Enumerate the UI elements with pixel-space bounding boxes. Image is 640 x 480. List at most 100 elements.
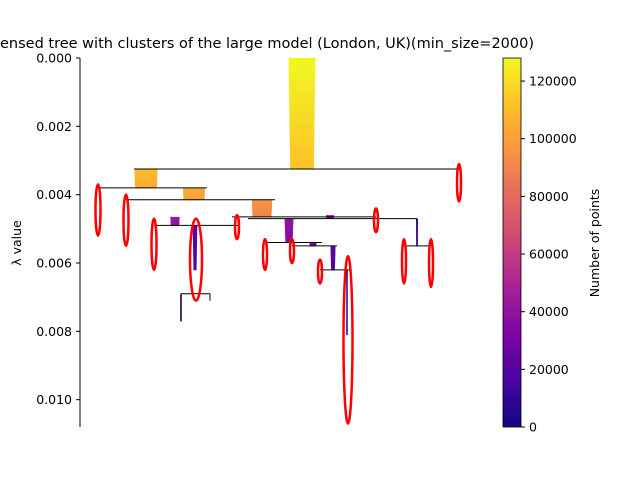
- y-tick-label: 0.000: [36, 51, 72, 66]
- colorbar-ticks: 0 20000 40000 60000 80000 100000 120000: [521, 74, 577, 435]
- tree-bar-10-segment: [346, 328, 348, 336]
- tree-bar-2-segment: [183, 195, 205, 197]
- tree-bar-0-segment: [289, 113, 315, 126]
- tree-bar-2-segment: [183, 191, 205, 194]
- tree-bar-3-segment: [251, 199, 273, 202]
- tree-bar-4-segment: [170, 219, 180, 221]
- tree-bar-4-segment: [170, 217, 180, 219]
- tree-bar-9-segment: [330, 248, 336, 252]
- tree-bar-11-segment: [416, 232, 418, 236]
- tree-bar-6-segment: [284, 220, 294, 224]
- tree-bar-3-segment: [252, 208, 272, 211]
- tree-bar-9-segment: [330, 262, 336, 266]
- tree-bar-5-segment: [193, 265, 197, 271]
- tree-bar-0-segment: [289, 135, 315, 148]
- tree-bar-10-segment: [346, 308, 348, 316]
- tree-bar-3-segment: [252, 211, 272, 214]
- tree-bar-2-segment: [183, 197, 205, 199]
- tree-bar-3-segment: [252, 204, 272, 208]
- tree-bar-11-segment: [416, 221, 418, 225]
- tree-bar-6-segment: [285, 230, 293, 234]
- selected-cluster-ellipse: [427, 237, 435, 289]
- tree-bar-10-segment: [346, 302, 348, 310]
- tree-bar-0-segment: [289, 91, 315, 103]
- tree-bar-6-segment: [284, 223, 294, 227]
- selected-cluster-ellipse: [455, 162, 463, 203]
- tree-bar-6-segment: [285, 240, 293, 243]
- y-tick-label: 0.004: [36, 187, 72, 202]
- tree-bar-4-segment: [170, 222, 180, 225]
- selected-cluster-ellipse: [261, 237, 269, 272]
- colorbar-tick-label: 80000: [529, 189, 569, 204]
- colorbar-tick-label: 100000: [529, 131, 577, 146]
- tree-bar-10-segment: [346, 276, 348, 284]
- tree-bar-1-segment: [134, 180, 158, 183]
- selected-cluster-ellipses: [94, 162, 463, 425]
- selected-cluster-ellipse: [94, 183, 102, 237]
- tree-bar-0-segment: [289, 124, 315, 137]
- tree-bar-2-segment: [183, 190, 205, 192]
- tree-bar-0-segment: [288, 58, 316, 70]
- tree-bar-1-segment: [134, 172, 158, 176]
- selected-cluster-ellipse: [400, 237, 408, 285]
- selected-cluster-ellipse: [316, 258, 324, 285]
- y-tick-label: 0.010: [36, 392, 72, 407]
- selected-cluster-ellipse: [288, 237, 296, 265]
- tree-bar-2-segment: [183, 189, 205, 191]
- tree-bar-4-segment: [170, 220, 180, 222]
- tree-bar-6-segment: [285, 235, 293, 239]
- tree-bar-4-segment: [170, 223, 180, 225]
- tree-bar-10-segment: [346, 321, 348, 329]
- selected-cluster-ellipse: [122, 193, 130, 248]
- tree-bar-1-segment: [134, 178, 158, 181]
- tree-bar-2-segment: [183, 192, 205, 195]
- tree-bar-5-segment: [193, 247, 197, 253]
- selected-cluster-ellipse: [372, 207, 380, 234]
- selected-cluster-ellipse: [342, 254, 354, 425]
- tree-bar-5-segment: [193, 243, 197, 249]
- tree-bar-11-segment: [416, 226, 418, 230]
- selected-cluster-ellipse: [233, 213, 241, 241]
- tree-bar-5-segment: [193, 252, 197, 257]
- chart-title: ensed tree with clusters of the large mo…: [0, 36, 534, 52]
- colorbar-tick-label: 120000: [529, 74, 577, 89]
- tree-bar-11-segment: [416, 243, 418, 247]
- y-tick-label: 0.006: [36, 256, 72, 271]
- tree-bar-11-segment: [416, 237, 418, 241]
- tree-bar-0-segment: [290, 157, 314, 170]
- tree-bar-9-segment: [330, 250, 336, 254]
- tree-bar-11-segment: [416, 229, 418, 233]
- tree-bar-9-segment: [331, 265, 335, 268]
- tree-bar-1-segment: [134, 176, 158, 179]
- tree-bar-2-segment: [183, 193, 205, 196]
- tree-bar-5-segment: [192, 229, 198, 235]
- tree-bar-9-segment: [330, 245, 336, 249]
- tree-bar-0-segment: [289, 102, 315, 114]
- tree-bar-0-segment: [289, 146, 315, 159]
- tree-bar-10-segment: [346, 289, 348, 297]
- tree-bar-9-segment: [330, 253, 336, 256]
- colorbar-tick-label: 20000: [529, 362, 569, 377]
- tree-bar-10-segment: [346, 282, 348, 290]
- tree-bar-10-segment: [346, 269, 348, 277]
- tree-bar-2-segment: [183, 187, 205, 190]
- tree-bar-3-segment: [252, 203, 272, 206]
- tree-bar-6-segment: [285, 232, 293, 236]
- tree-layer: [98, 58, 459, 336]
- tree-bar-11-segment: [416, 234, 418, 239]
- tree-bar-0-segment: [288, 80, 316, 92]
- tree-bar-9-segment: [330, 255, 336, 259]
- tree-bar-5-segment: [192, 225, 198, 231]
- tree-bar-3-segment: [252, 210, 272, 213]
- colorbar-tick-label: 0: [529, 420, 537, 435]
- tree-bar-5-segment: [193, 256, 197, 262]
- tree-bar-10-segment: [346, 315, 348, 323]
- tree-bar-4-segment: [170, 221, 180, 223]
- tree-bar-1-segment: [134, 184, 158, 187]
- tree-bar-11-segment: [416, 218, 418, 222]
- tree-bar-10-segment: [346, 295, 348, 303]
- selected-cluster-ellipse: [150, 217, 158, 272]
- tree-bar-1-segment: [134, 170, 158, 174]
- tree-bar-1-segment: [134, 169, 158, 172]
